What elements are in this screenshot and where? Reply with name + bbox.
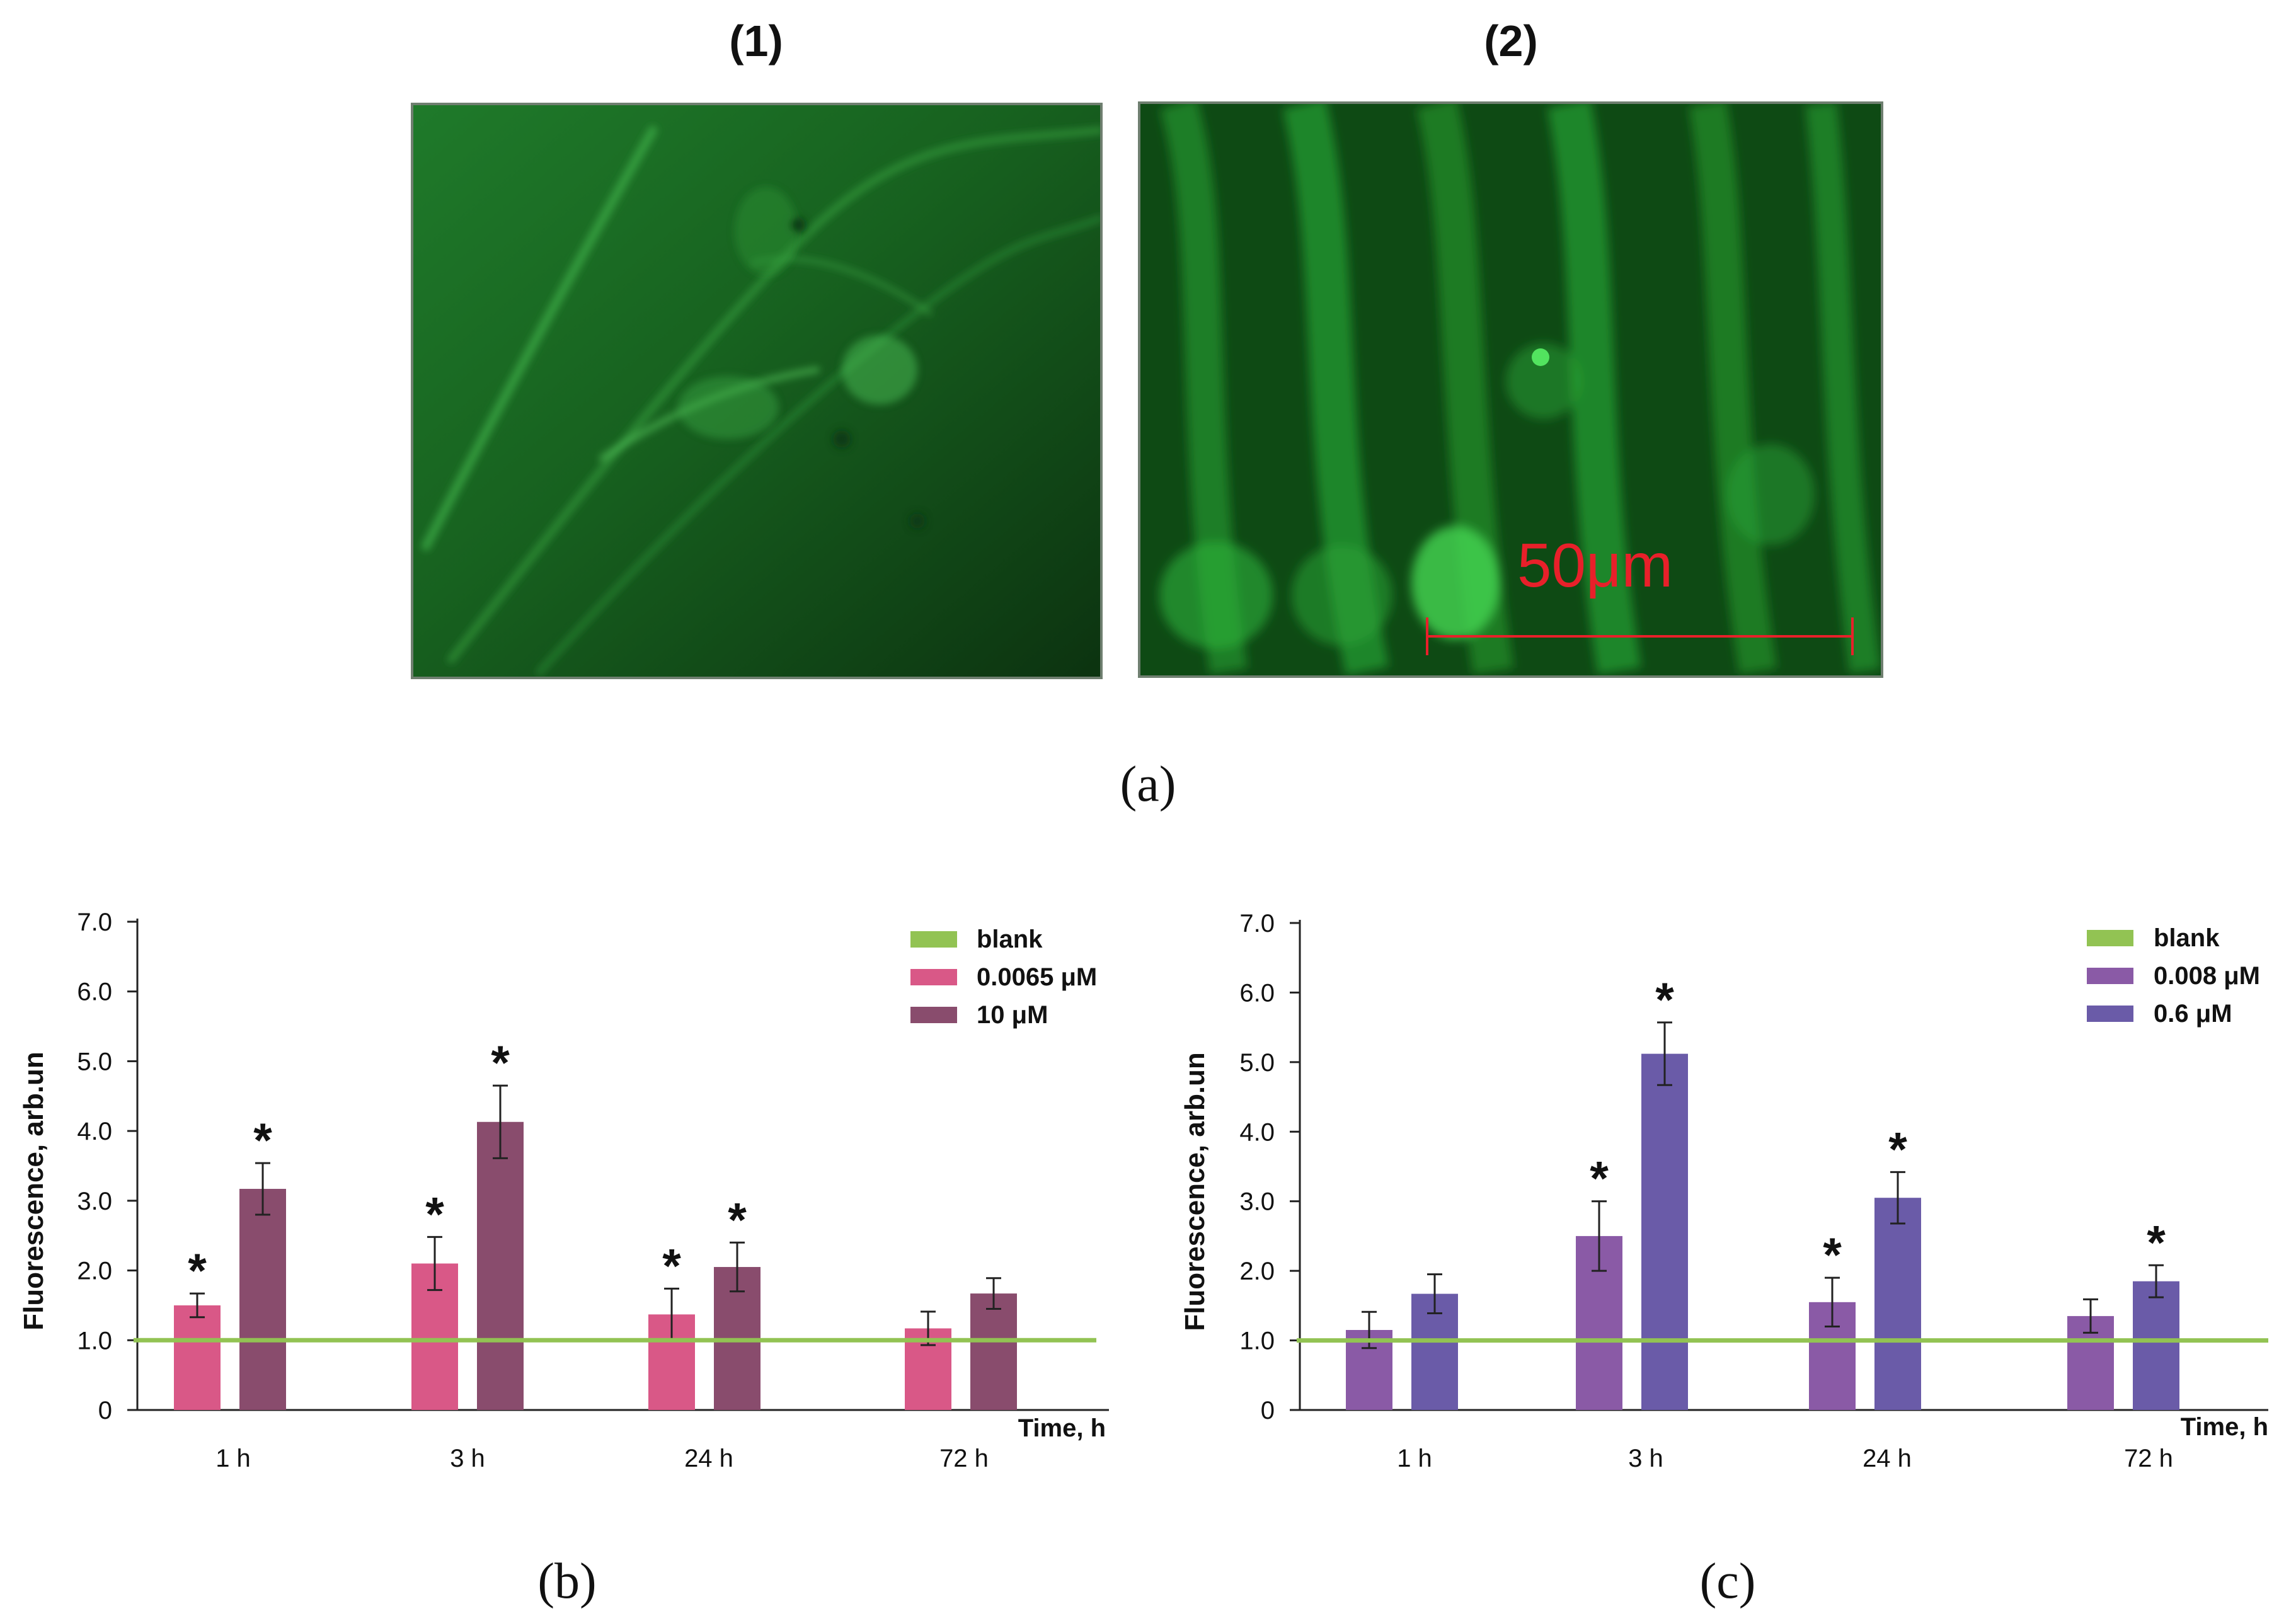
chart-c-bar [2133,1281,2179,1410]
chart-c-category-label: 24 h [1863,1445,1912,1472]
chart-c-bar [1641,1053,1688,1410]
chart-c-y-tick-label: 7.0 [1239,910,1275,937]
chart-b-legend-swatch [910,931,957,948]
chart-b-legend-swatch [910,1007,957,1023]
chart-b-significance-marker: * [188,1244,207,1298]
panel-a-caption: (a) [1120,757,1176,812]
chart-b-significance-marker: * [425,1188,444,1241]
chart-b-legend-label: blank [977,925,1043,953]
scale-bar-label: 50μm [1517,530,1673,600]
chart-c-significance-marker: * [2147,1216,2166,1269]
chart-b-category-label: 1 h [215,1445,251,1472]
chart-c-legend-swatch [2087,930,2133,946]
micrograph-2-image: 50μm [1140,104,1881,675]
chart-c-category-label: 3 h [1628,1445,1663,1472]
chart-b-bar [970,1293,1017,1410]
panel-b-caption: (b) [537,1554,597,1609]
chart-b-bar [174,1305,221,1410]
image-2-label: (2) [1484,16,1538,66]
chart-c-category-label: 1 h [1397,1445,1432,1472]
chart-c-legend-swatch [2087,968,2133,984]
chart-b-significance-marker: * [662,1239,681,1293]
chart-b-legend-label: 10 μM [977,1001,1048,1029]
chart-b-y-tick-label: 3.0 [77,1188,112,1215]
chart-c-y-tick-label: 2.0 [1239,1258,1275,1285]
panel-c-caption: (c) [1699,1554,1756,1609]
chart-c-significance-marker: * [1888,1123,1907,1176]
chart-b-y-tick-label: 2.0 [77,1258,112,1285]
chart-b-bar [239,1189,286,1410]
chart-c-bar [1874,1198,1921,1410]
chart-b-category-label: 3 h [450,1445,485,1472]
chart-c-y-tick-label: 1.0 [1239,1327,1275,1355]
chart-b-significance-marker: * [253,1114,272,1167]
chart-c-significance-marker: * [1590,1152,1609,1206]
chart-b-legend-swatch [910,969,957,985]
chart-b-y-tick-label: 7.0 [77,908,112,936]
micrograph-1 [411,103,1103,679]
image-1-label: (1) [729,16,783,66]
scale-bar: 50μm [1426,530,1854,655]
chart-b-y-tick-label: 4.0 [77,1118,112,1145]
chart-c-significance-marker: * [1655,973,1674,1027]
chart-b-category-label: 72 h [939,1445,989,1472]
chart-b-legend-label: 0.0065 μM [977,963,1097,991]
chart-c-x-axis-label: Time, h [2181,1413,2268,1441]
chart-c-legend-label: 0.6 μM [2154,1000,2232,1028]
chart-b-x-axis-label: Time, h [1018,1414,1106,1442]
chart-c-significance-marker: * [1823,1229,1842,1282]
chart-b-significance-marker: * [491,1036,510,1090]
chart-c-legend-label: 0.008 μM [2154,962,2260,990]
chart-c-y-tick-label: 6.0 [1239,979,1275,1007]
chart-b-significance-marker: * [728,1193,747,1247]
chart-b-y-tick-label: 0 [98,1397,112,1424]
chart-c-y-axis-label: Fluorescence, arb.un [1180,1052,1210,1331]
micrograph-2: 50μm [1138,101,1883,678]
chart-b-y-tick-label: 5.0 [77,1048,112,1075]
chart-c-legend-label: blank [2154,924,2220,952]
chart-b-y-tick-label: 6.0 [77,978,112,1006]
chart-b-bar [477,1121,524,1410]
chart-b-y-tick-label: 1.0 [77,1327,112,1355]
chart-b-category-label: 24 h [684,1445,733,1472]
chart-c-category-label: 72 h [2124,1445,2173,1472]
micrograph-1-image [413,105,1100,677]
chart-b-y-axis-label: Fluorescence, arb.un [18,1052,49,1331]
chart-c-y-tick-label: 0 [1261,1397,1275,1424]
chart-c-legend-swatch [2087,1006,2133,1022]
chart-c-y-tick-label: 3.0 [1239,1188,1275,1216]
chart-c-y-tick-label: 5.0 [1239,1049,1275,1077]
chart-c-y-tick-label: 4.0 [1239,1118,1275,1146]
